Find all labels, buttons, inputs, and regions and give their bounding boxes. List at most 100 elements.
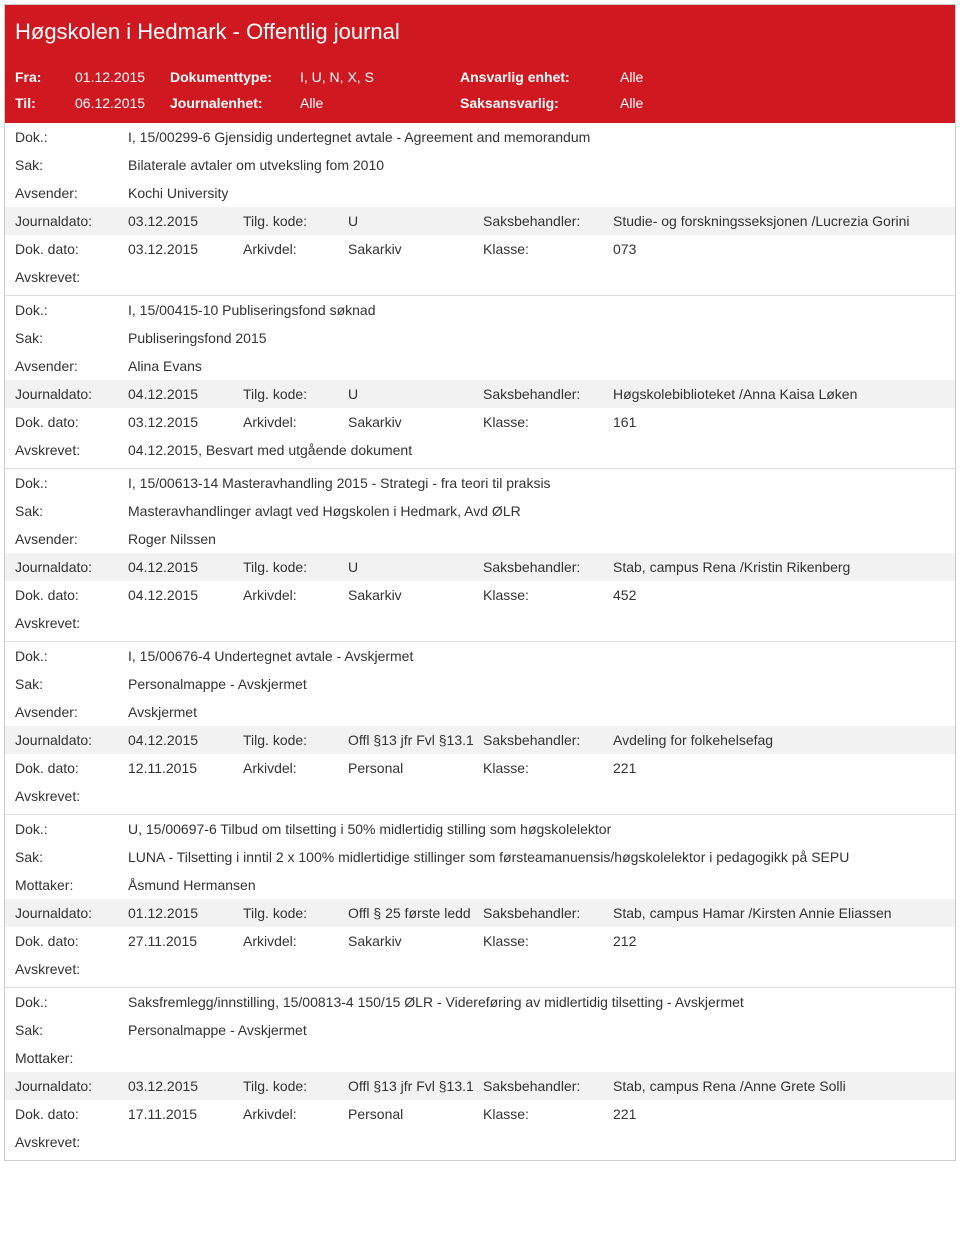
avskrevet-label: Avskrevet: (15, 442, 128, 458)
tilgkode-value: Offl §13 jfr Fvl §13.1 (348, 1078, 483, 1094)
avskrevet-label: Avskrevet: (15, 615, 128, 631)
saksbehandler-label: Saksbehandler: (483, 1078, 613, 1094)
dok-value: I, 15/00299-6 Gjensidig undertegnet avta… (128, 129, 945, 145)
arkivdel-label: Arkivdel: (243, 760, 348, 776)
party-row: Avsender: Alina Evans (5, 352, 955, 380)
dokdato-value: 03.12.2015 (128, 414, 243, 430)
avskrevet-label: Avskrevet: (15, 961, 128, 977)
dok-value: I, 15/00676-4 Undertegnet avtale - Avskj… (128, 648, 945, 664)
arkivdel-label: Arkivdel: (243, 1106, 348, 1122)
dok-label: Dok.: (15, 129, 128, 145)
journaldato-label: Journaldato: (15, 1078, 128, 1094)
avskrevet-value (128, 269, 945, 285)
journalenhet-label: Journalenhet: (170, 95, 300, 111)
dokdato-label: Dok. dato: (15, 933, 128, 949)
klasse-value: 221 (613, 1106, 945, 1122)
party-value: Åsmund Hermansen (128, 877, 945, 893)
journaldato-label: Journaldato: (15, 905, 128, 921)
dok-label: Dok.: (15, 994, 128, 1010)
klasse-value: 073 (613, 241, 945, 257)
entries-container: Dok.: I, 15/00299-6 Gjensidig undertegne… (5, 123, 955, 1160)
sak-row: Sak: Personalmappe - Avskjermet (5, 1016, 955, 1044)
tilgkode-label: Tilg. kode: (243, 905, 348, 921)
sak-label: Sak: (15, 157, 128, 173)
journaldato-label: Journaldato: (15, 213, 128, 229)
avskrevet-value (128, 961, 945, 977)
dok-value: U, 15/00697-6 Tilbud om tilsetting i 50%… (128, 821, 945, 837)
dok-row: Dok.: I, 15/00613-14 Masteravhandling 20… (5, 469, 955, 497)
saksbehandler-label: Saksbehandler: (483, 386, 613, 402)
sak-row: Sak: Masteravhandlinger avlagt ved Høgsk… (5, 497, 955, 525)
dokdato-label: Dok. dato: (15, 760, 128, 776)
journalenhet-value: Alle (300, 95, 460, 111)
tilgkode-label: Tilg. kode: (243, 732, 348, 748)
journaldato-label: Journaldato: (15, 732, 128, 748)
dok-label: Dok.: (15, 302, 128, 318)
dok-label: Dok.: (15, 475, 128, 491)
sak-label: Sak: (15, 849, 128, 865)
avskrevet-row: Avskrevet: (5, 782, 955, 814)
sak-value: Bilaterale avtaler om utveksling fom 201… (128, 157, 945, 173)
dokdato-label: Dok. dato: (15, 241, 128, 257)
page-title-bar: Høgskolen i Hedmark - Offentlig journal (5, 5, 955, 59)
dokdato-value: 17.11.2015 (128, 1106, 243, 1122)
party-row: Avsender: Avskjermet (5, 698, 955, 726)
klasse-label: Klasse: (483, 414, 613, 430)
avskrevet-row: Avskrevet: (5, 609, 955, 641)
til-label: Til: (15, 95, 75, 111)
tilgkode-value: U (348, 559, 483, 575)
saksbehandler-label: Saksbehandler: (483, 213, 613, 229)
dok-value: Saksfremlegg/innstilling, 15/00813-4 150… (128, 994, 945, 1010)
sak-value: Personalmappe - Avskjermet (128, 676, 945, 692)
klasse-value: 452 (613, 587, 945, 603)
dok-row: Dok.: U, 15/00697-6 Tilbud om tilsetting… (5, 815, 955, 843)
tilgkode-label: Tilg. kode: (243, 213, 348, 229)
klasse-label: Klasse: (483, 760, 613, 776)
tilgkode-label: Tilg. kode: (243, 1078, 348, 1094)
sak-value: Masteravhandlinger avlagt ved Høgskolen … (128, 503, 945, 519)
journaldato-value: 03.12.2015 (128, 1078, 243, 1094)
sak-value: LUNA - Tilsetting i inntil 2 x 100% midl… (128, 849, 945, 865)
dokdato-label: Dok. dato: (15, 414, 128, 430)
detail-row-1: Journaldato: 04.12.2015 Tilg. kode: Offl… (5, 726, 955, 754)
avskrevet-label: Avskrevet: (15, 788, 128, 804)
avskrevet-row: Avskrevet: 04.12.2015, Besvart med utgåe… (5, 436, 955, 468)
saksbehandler-value: Stab, campus Hamar /Kirsten Annie Eliass… (613, 905, 945, 921)
arkivdel-label: Arkivdel: (243, 414, 348, 430)
detail-row-1: Journaldato: 04.12.2015 Tilg. kode: U Sa… (5, 553, 955, 581)
klasse-label: Klasse: (483, 933, 613, 949)
party-value: Kochi University (128, 185, 945, 201)
arkivdel-value: Sakarkiv (348, 241, 483, 257)
detail-row-2: Dok. dato: 17.11.2015 Arkivdel: Personal… (5, 1100, 955, 1128)
fra-label: Fra: (15, 69, 75, 85)
klasse-label: Klasse: (483, 1106, 613, 1122)
klasse-value: 221 (613, 760, 945, 776)
sak-label: Sak: (15, 330, 128, 346)
page-title: Høgskolen i Hedmark - Offentlig journal (15, 19, 400, 44)
dok-value: I, 15/00613-14 Masteravhandling 2015 - S… (128, 475, 945, 491)
party-row: Mottaker: (5, 1044, 955, 1072)
avskrevet-row: Avskrevet: (5, 263, 955, 295)
party-value: Roger Nilssen (128, 531, 945, 547)
detail-row-2: Dok. dato: 03.12.2015 Arkivdel: Sakarkiv… (5, 408, 955, 436)
sak-row: Sak: Personalmappe - Avskjermet (5, 670, 955, 698)
tilgkode-value: Offl §13 jfr Fvl §13.1 (348, 732, 483, 748)
avskrevet-label: Avskrevet: (15, 269, 128, 285)
party-label: Mottaker: (15, 1050, 128, 1066)
dok-row: Dok.: I, 15/00676-4 Undertegnet avtale -… (5, 642, 955, 670)
journaldato-label: Journaldato: (15, 386, 128, 402)
doktype-value: I, U, N, X, S (300, 69, 460, 85)
party-row: Avsender: Kochi University (5, 179, 955, 207)
avskrevet-value (128, 1134, 945, 1150)
dok-value: I, 15/00415-10 Publiseringsfond søknad (128, 302, 945, 318)
tilgkode-value: Offl § 25 første ledd (348, 905, 483, 921)
avskrevet-value (128, 615, 945, 631)
detail-row-1: Journaldato: 01.12.2015 Tilg. kode: Offl… (5, 899, 955, 927)
arkivdel-value: Sakarkiv (348, 933, 483, 949)
saksbehandler-value: Studie- og forskningsseksjonen /Lucrezia… (613, 213, 945, 229)
saksbehandler-label: Saksbehandler: (483, 905, 613, 921)
meta-block: Fra: 01.12.2015 Dokumenttype: I, U, N, X… (5, 59, 955, 123)
party-label: Mottaker: (15, 877, 128, 893)
avskrevet-row: Avskrevet: (5, 955, 955, 987)
sak-row: Sak: Bilaterale avtaler om utveksling fo… (5, 151, 955, 179)
